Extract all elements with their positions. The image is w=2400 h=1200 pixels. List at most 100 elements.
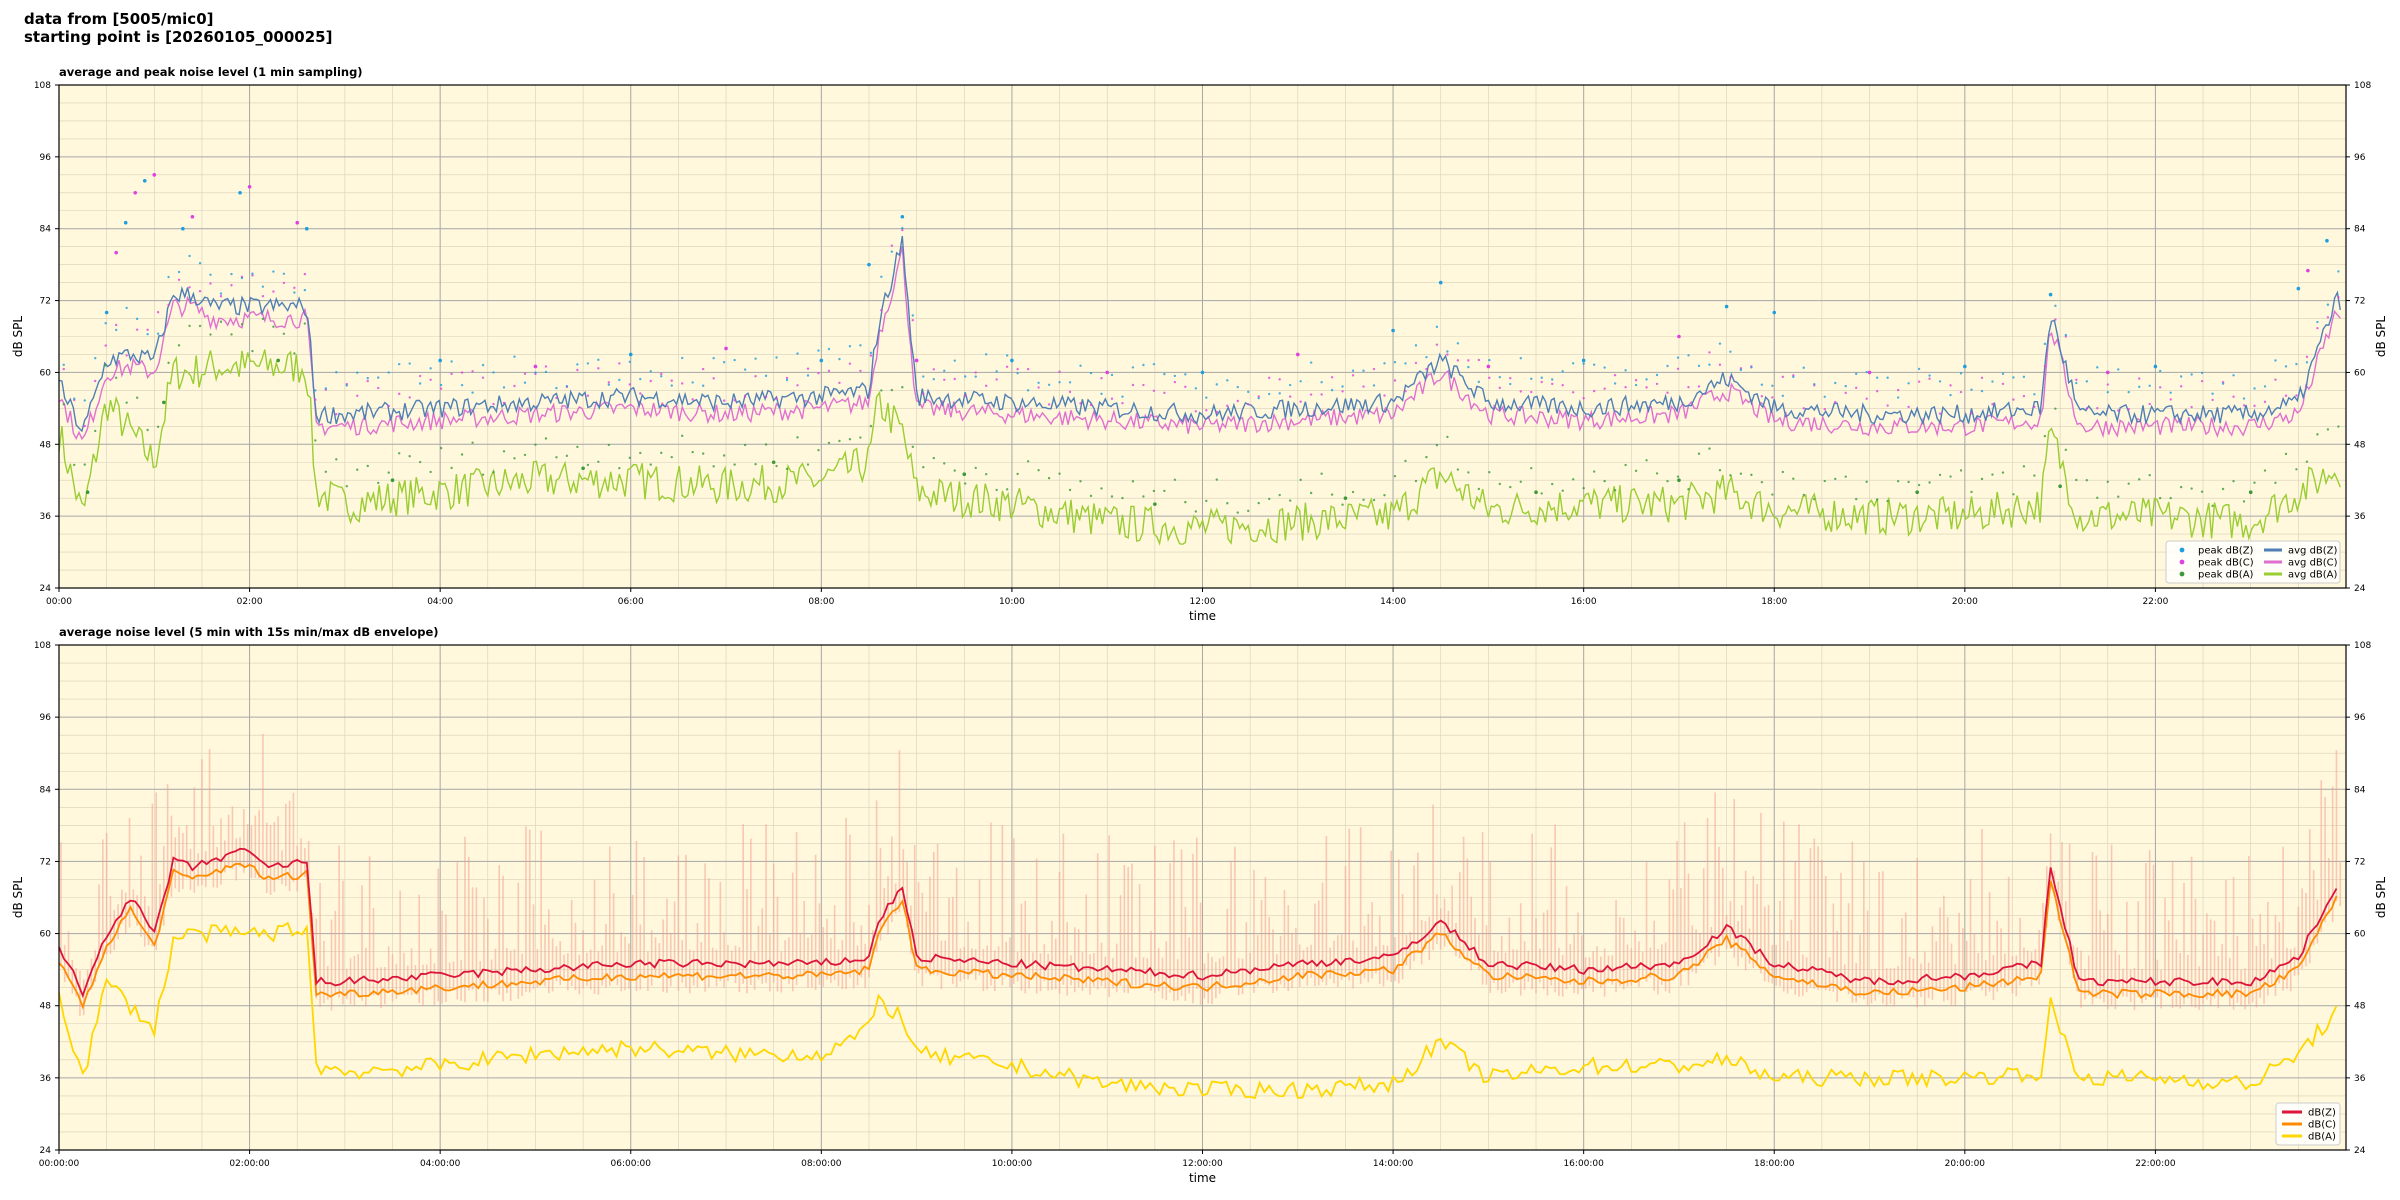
peak-point <box>1834 381 1837 385</box>
series-line <box>58 235 2341 433</box>
peak-point <box>1551 378 1554 381</box>
legend-marker <box>2179 559 2185 565</box>
y-tick-label-right: 72 <box>2354 297 2365 307</box>
peak-point <box>2064 448 2068 452</box>
peak-point <box>1414 361 1418 365</box>
y-tick-label: 24 <box>40 584 52 594</box>
peak-point <box>691 398 694 401</box>
peak-point <box>1645 386 1648 389</box>
peak-point <box>2043 364 2047 368</box>
chart-panel-2: 24 24 36 36 48 48 60 60 72 72 84 84 96 96 108 108 00:00:… <box>11 625 2388 1185</box>
peak-point <box>1393 474 1397 478</box>
peak-point <box>1194 387 1198 390</box>
peak-point <box>974 466 977 470</box>
peak-point <box>1844 384 1847 388</box>
peak-point <box>1477 380 1481 384</box>
peak-point <box>581 466 585 471</box>
peak-point <box>1058 381 1061 384</box>
peak-point <box>1488 376 1491 380</box>
peak-point <box>2022 465 2026 468</box>
peak-point <box>2064 333 2068 337</box>
peak-point <box>922 392 925 396</box>
peak-point <box>1592 389 1596 393</box>
peak-point <box>534 371 537 374</box>
peak-point <box>764 443 768 446</box>
peak-point <box>911 445 915 449</box>
peak-point <box>1278 378 1281 381</box>
peak-point <box>304 226 309 231</box>
peak-point <box>471 391 474 394</box>
peak-point <box>1438 280 1443 285</box>
peak-point <box>701 384 705 387</box>
peak-point <box>114 250 118 255</box>
peak-point <box>2096 407 2099 410</box>
peak-point <box>335 458 338 461</box>
legend-marker <box>2179 547 2185 553</box>
peak-point <box>293 352 296 355</box>
peak-point <box>1247 509 1250 513</box>
peak-point <box>238 190 242 195</box>
peak-point <box>565 454 569 458</box>
peak-point <box>2232 374 2235 377</box>
peak-point <box>1823 479 1826 483</box>
peak-point <box>209 333 212 336</box>
y-tick-label-right: 96 <box>2354 713 2366 723</box>
peak-point <box>1110 373 1114 377</box>
peak-point <box>1391 328 1395 333</box>
peak-point <box>607 443 611 447</box>
peak-point <box>1645 378 1648 381</box>
peak-point <box>1278 493 1281 497</box>
peak-point <box>1268 376 1271 380</box>
peak-point <box>1404 362 1407 365</box>
series-line <box>58 862 2338 1010</box>
peak-point <box>796 384 799 387</box>
peak-point <box>513 457 516 460</box>
peak-point <box>324 387 328 390</box>
peak-point <box>1855 497 1858 501</box>
peak-point <box>681 434 684 438</box>
peak-point <box>85 490 90 494</box>
x-tick-label: 02:00:00 <box>229 1159 270 1169</box>
peak-point <box>2190 487 2193 490</box>
peak-point <box>1603 479 1606 483</box>
peak-point <box>2106 391 2109 394</box>
peak-point <box>188 254 191 258</box>
peak-point <box>1771 384 1774 387</box>
peak-point <box>1907 405 1910 409</box>
peak-point <box>177 278 181 281</box>
peak-point <box>722 399 726 402</box>
peak-point <box>460 453 464 456</box>
peak-point <box>2179 385 2183 388</box>
peak-point <box>1393 360 1397 364</box>
peak-point <box>533 364 538 369</box>
peak-point <box>1655 373 1659 377</box>
peak-point <box>2138 478 2141 481</box>
peak-point <box>198 290 202 293</box>
peak-point <box>2117 495 2120 498</box>
peak-point <box>1100 487 1103 490</box>
peak-point <box>597 367 600 370</box>
peak-point <box>1486 364 1491 369</box>
peak-point <box>1991 473 1994 476</box>
peak-point <box>1980 389 1984 393</box>
y-tick-label: 36 <box>40 512 52 522</box>
peak-point <box>618 378 621 382</box>
peak-point <box>649 463 652 466</box>
peak-point <box>1677 334 1681 339</box>
peak-point <box>764 374 768 378</box>
peak-point <box>303 322 307 325</box>
peak-point <box>1592 363 1596 366</box>
peak-point <box>1142 363 1145 367</box>
peak-point <box>1068 381 1072 384</box>
legend-marker <box>2179 571 2185 577</box>
x-tick-label: 20:00:00 <box>1945 1159 1986 1169</box>
peak-point <box>2211 504 2214 508</box>
peak-point <box>1152 489 1156 493</box>
peak-point <box>73 397 76 400</box>
peak-point <box>1488 470 1491 474</box>
peak-point <box>911 314 915 317</box>
peak-point <box>1299 478 1302 482</box>
peak-point <box>418 382 422 385</box>
peak-point <box>387 471 390 474</box>
peak-point <box>576 363 579 366</box>
